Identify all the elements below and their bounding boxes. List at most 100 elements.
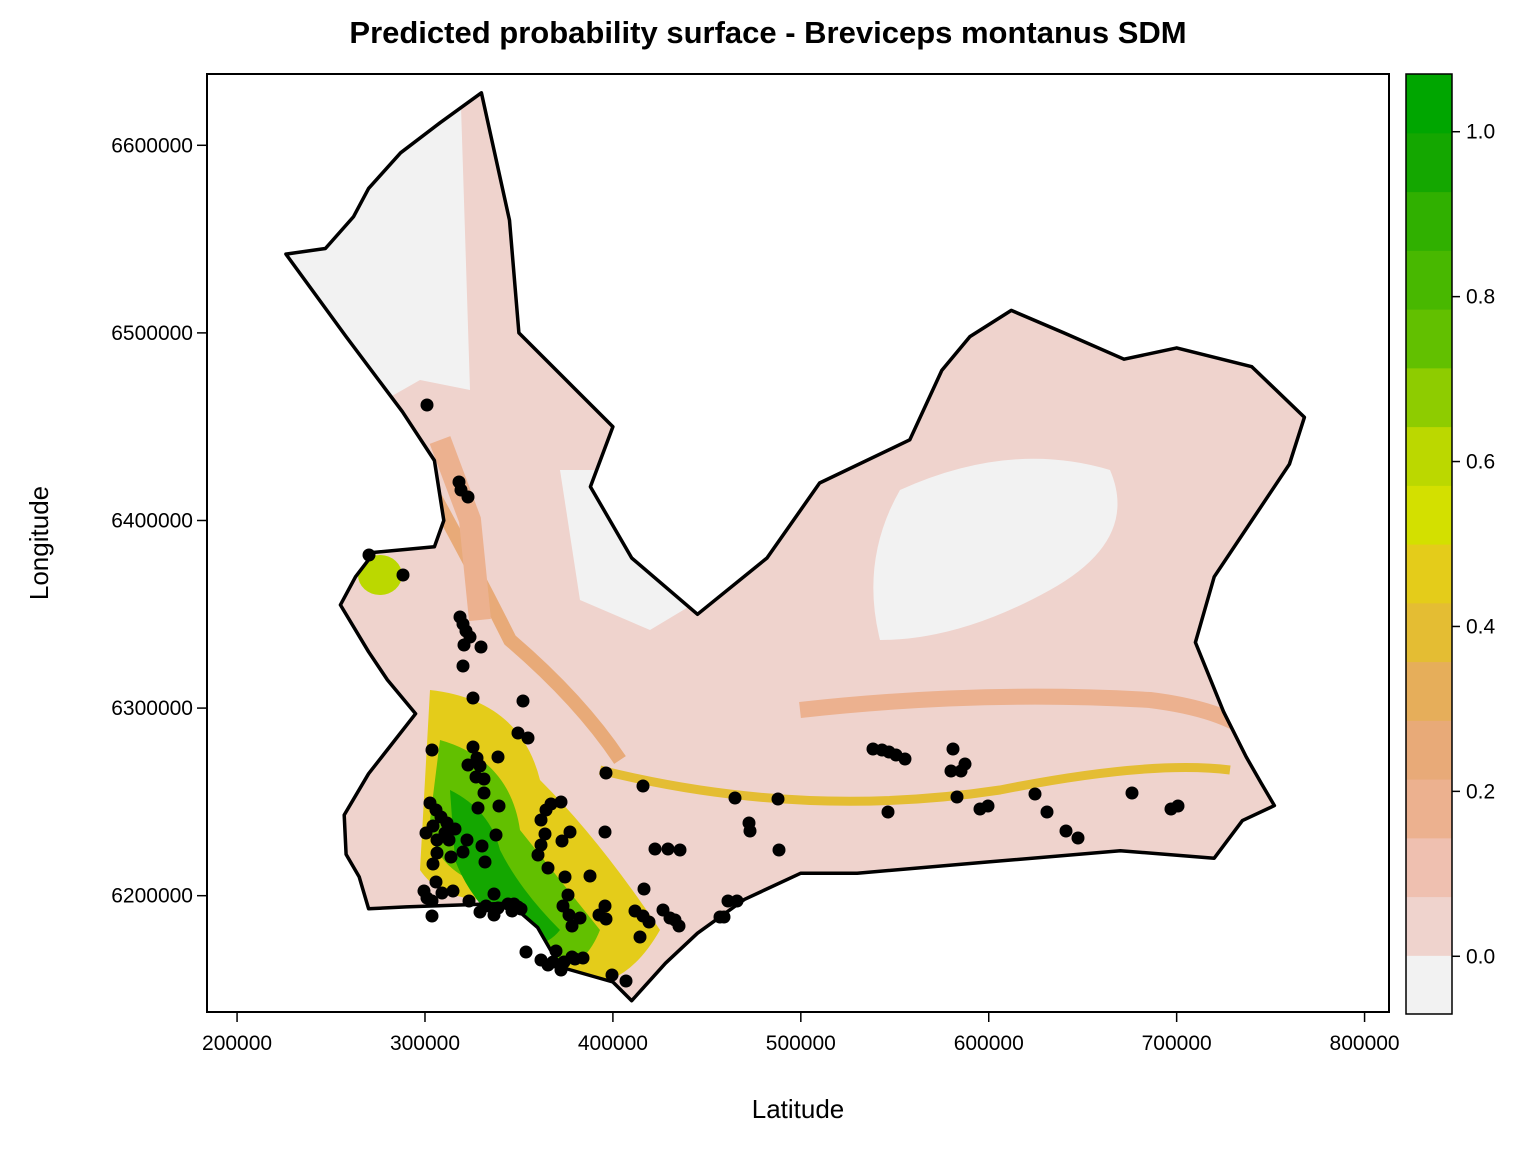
- raster-low-east: [873, 458, 1118, 640]
- x-tick-label: 200000: [202, 1032, 272, 1055]
- x-tick-label: 600000: [954, 1032, 1024, 1055]
- occurrence-point: [473, 905, 487, 919]
- occurrence-point: [549, 944, 563, 958]
- raster-core-darkgreen: [450, 790, 560, 944]
- occurrence-point: [554, 795, 568, 809]
- occurrence-point: [573, 911, 587, 925]
- occurrence-point: [471, 801, 485, 815]
- occurrence-point: [558, 870, 572, 884]
- occurrence-point: [425, 743, 439, 757]
- occurrence-point: [673, 843, 687, 857]
- occurrence-point: [534, 813, 548, 827]
- x-axis: 200000 300000 400000 500000 600000 700000 8000…: [202, 1012, 1400, 1055]
- plot-panel: [206, 73, 1390, 1013]
- occurrence-point: [487, 908, 501, 922]
- occurrence-point: [489, 828, 503, 842]
- legend-swatch: [1406, 74, 1452, 134]
- occurrence-point: [583, 869, 597, 883]
- occurrence-point: [521, 731, 535, 745]
- occurrence-point: [477, 772, 491, 786]
- x-axis-label: Latitude: [752, 1094, 845, 1124]
- occurrence-point: [672, 919, 686, 933]
- raster-hotspot-west: [358, 555, 402, 595]
- occurrence-point: [881, 805, 895, 819]
- occurrence-points: [362, 398, 1185, 988]
- occurrence-point: [466, 691, 480, 705]
- legend-tick-label: 0.6: [1466, 451, 1495, 474]
- occurrence-point: [563, 825, 577, 839]
- occurrence-point: [717, 910, 731, 924]
- province-boundary: [284, 91, 1307, 1003]
- occurrence-point: [598, 825, 612, 839]
- occurrence-point: [633, 930, 647, 944]
- occurrence-point: [1071, 831, 1085, 845]
- occurrence-point: [555, 834, 569, 848]
- occurrence-point: [1171, 799, 1185, 813]
- legend-swatch: [1406, 837, 1452, 898]
- y-tick-label: 6400000: [111, 509, 193, 532]
- occurrence-point: [637, 882, 651, 896]
- occurrence-point: [442, 833, 456, 847]
- occurrence-point: [448, 822, 462, 836]
- legend-swatch: [1406, 485, 1452, 545]
- occurrence-point: [981, 799, 995, 813]
- x-tick-label: 500000: [766, 1032, 836, 1055]
- occurrence-point: [605, 968, 619, 982]
- occurrence-point: [475, 839, 489, 853]
- occurrence-point: [562, 908, 576, 922]
- occurrence-point: [457, 638, 471, 652]
- occurrence-point: [511, 726, 525, 740]
- occurrence-point: [944, 764, 958, 778]
- legend-swatch: [1406, 544, 1452, 604]
- occurrence-point: [461, 758, 475, 772]
- raster-band-south: [598, 763, 1231, 806]
- color-legend: 0.0 0.2 0.4 0.6 0.8 1.0: [1405, 73, 1496, 1015]
- y-axis-label: Longitude: [24, 486, 54, 600]
- legend-tick-label: 0.0: [1466, 945, 1495, 968]
- occurrence-point: [456, 845, 470, 859]
- occurrence-point: [619, 974, 633, 988]
- occurrence-point: [456, 659, 470, 673]
- occurrence-point: [568, 952, 582, 966]
- occurrence-point: [460, 833, 474, 847]
- legend-swatch: [1406, 250, 1452, 310]
- legend-swatch: [1406, 132, 1452, 193]
- occurrence-point: [396, 568, 410, 582]
- occurrence-point: [541, 861, 555, 875]
- x-tick-label: 700000: [1142, 1032, 1212, 1055]
- occurrence-point: [730, 894, 744, 908]
- legend-frame: [1405, 73, 1453, 1015]
- legend-swatch: [1406, 191, 1452, 251]
- raster-band-west: [429, 436, 491, 622]
- occurrence-point: [478, 855, 492, 869]
- legend-swatch: [1406, 367, 1452, 428]
- occurrence-point: [435, 886, 449, 900]
- occurrence-point: [642, 915, 656, 929]
- occurrence-point: [771, 792, 785, 806]
- raster-low-north: [285, 92, 470, 470]
- legend-tick-label: 1.0: [1466, 121, 1495, 144]
- y-tick-label: 6300000: [111, 697, 193, 720]
- legend-swatch: [1406, 779, 1452, 839]
- occurrence-point: [544, 797, 558, 811]
- occurrence-point: [425, 894, 439, 908]
- occurrence-point: [419, 826, 433, 840]
- occurrence-point: [554, 963, 568, 977]
- occurrence-point: [430, 833, 444, 847]
- occurrence-point: [491, 750, 505, 764]
- occurrence-point: [1028, 787, 1042, 801]
- chart-title: Predicted probability surface - Brevicep…: [349, 15, 1186, 50]
- occurrence-point: [446, 884, 460, 898]
- occurrence-point: [599, 912, 613, 926]
- occurrence-point: [462, 894, 476, 908]
- x-tick-label: 400000: [578, 1032, 648, 1055]
- occurrence-point: [534, 838, 548, 852]
- legend-swatch: [1406, 426, 1452, 486]
- occurrence-point: [362, 548, 376, 562]
- occurrence-point: [728, 791, 742, 805]
- occurrence-point: [429, 875, 443, 889]
- occurrence-point: [661, 842, 675, 856]
- occurrence-point: [1125, 786, 1139, 800]
- legend-swatch: [1406, 955, 1452, 1015]
- legend-tick-label: 0.4: [1466, 615, 1496, 638]
